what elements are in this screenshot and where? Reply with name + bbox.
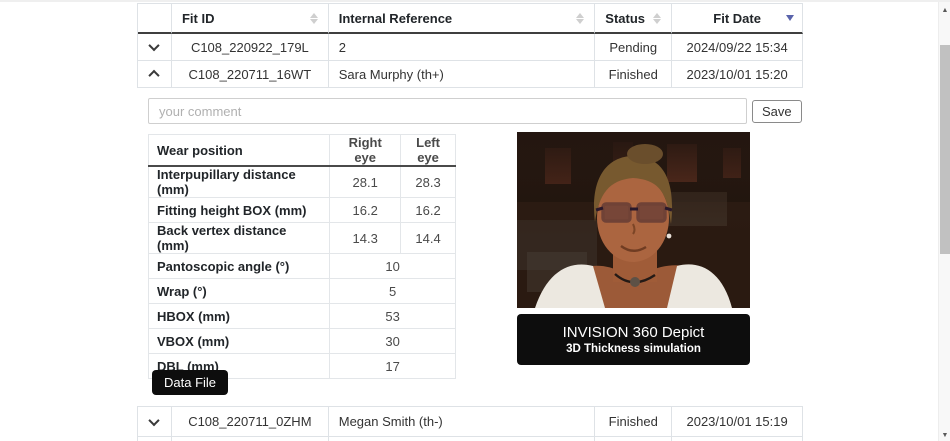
fit-id-cell: C108_220922_179L bbox=[171, 34, 329, 61]
right-eye-value: 16.2 bbox=[329, 197, 402, 223]
fits-table: Fit ID Internal Reference Status Fit Dat… bbox=[137, 3, 803, 441]
status-cell: Finished bbox=[595, 61, 673, 88]
measurement-row: Pantoscopic angle (°) 10 bbox=[147, 253, 456, 279]
column-header-label: Status bbox=[605, 10, 646, 26]
chevron-down-icon[interactable] bbox=[148, 414, 161, 426]
measurement-label: VBOX (mm) bbox=[147, 328, 331, 354]
measurements-table: Wear position Right eye Left eye Interpu… bbox=[147, 134, 456, 379]
expander-column-header bbox=[138, 4, 172, 34]
measurement-row: Interpupillary distance (mm) 28.1 28.3 bbox=[147, 165, 456, 198]
measurement-label: HBOX (mm) bbox=[147, 303, 331, 329]
fit-detail-panel: Save Wear position Right eye Left eye In… bbox=[137, 88, 803, 407]
sort-both-icon[interactable] bbox=[653, 12, 662, 24]
fit-photo bbox=[517, 132, 750, 308]
column-header-internal-reference[interactable]: Internal Reference bbox=[328, 4, 596, 34]
wear-position-header: Wear position bbox=[147, 134, 331, 167]
measurement-row: Wrap (°) 5 bbox=[147, 278, 456, 304]
simulation-subtitle: 3D Thickness simulation bbox=[566, 343, 701, 355]
measurement-row: VBOX (mm) 30 bbox=[147, 328, 456, 354]
status-cell: Pending bbox=[595, 34, 673, 61]
left-eye-header: Left eye bbox=[400, 134, 456, 167]
expander-cell[interactable] bbox=[138, 34, 172, 61]
fit-id-cell: C108_220711_16WT bbox=[171, 61, 329, 88]
measurement-label: Interpupillary distance (mm) bbox=[147, 165, 331, 198]
expander-cell[interactable] bbox=[138, 61, 172, 88]
measurement-label: Wrap (°) bbox=[147, 278, 331, 304]
measurement-row: HBOX (mm) 53 bbox=[147, 303, 456, 329]
table-row[interactable]: C108_220922_179L 2 Pending 2024/09/22 15… bbox=[137, 34, 803, 61]
measurements-header-row: Wear position Right eye Left eye bbox=[147, 134, 456, 167]
fit-date-cell: 2023/10/01 15:19 bbox=[672, 407, 803, 437]
save-button[interactable]: Save bbox=[752, 100, 802, 123]
measurement-value: 5 bbox=[329, 278, 456, 304]
right-eye-value: 28.1 bbox=[329, 165, 402, 198]
table-row-expanded[interactable]: C108_220711_16WT Sara Murphy (th+) Finis… bbox=[137, 61, 803, 88]
chevron-up-icon[interactable] bbox=[148, 69, 161, 82]
measurement-label: Back vertex distance (mm) bbox=[147, 222, 331, 254]
sort-both-icon[interactable] bbox=[576, 12, 585, 24]
measurement-label: Fitting height BOX (mm) bbox=[147, 197, 331, 223]
data-file-button[interactable]: Data File bbox=[152, 370, 229, 395]
column-header-fit-id[interactable]: Fit ID bbox=[171, 4, 329, 34]
left-eye-value: 14.4 bbox=[400, 222, 456, 254]
measurement-value: 53 bbox=[329, 303, 456, 329]
table-row[interactable]: C108_220711_0ZHM Megan Smith (th-) Finis… bbox=[137, 407, 803, 437]
fit-id-cell: C108_220711_0ZHM bbox=[171, 407, 329, 437]
scroll-down-arrow-icon[interactable]: ▼ bbox=[941, 431, 949, 439]
status-cell: Finished bbox=[595, 407, 673, 437]
invision-360-depict-button[interactable]: INVISION 360 Depict 3D Thickness simulat… bbox=[517, 314, 750, 365]
scrollbar-thumb[interactable] bbox=[940, 45, 950, 254]
sort-both-icon[interactable] bbox=[309, 12, 318, 24]
column-header-label: Internal Reference bbox=[338, 10, 453, 26]
column-header-label: Fit ID bbox=[181, 10, 215, 26]
simulation-title: INVISION 360 Depict bbox=[562, 324, 705, 341]
right-eye-header: Right eye bbox=[329, 134, 402, 167]
vertical-scrollbar[interactable]: ▲ ▼ bbox=[938, 2, 950, 441]
left-eye-value: 28.3 bbox=[400, 165, 456, 198]
comment-input[interactable] bbox=[148, 98, 747, 124]
fit-date-cell: 2024/09/22 15:34 bbox=[672, 34, 803, 61]
table-header-row: Fit ID Internal Reference Status Fit Dat… bbox=[137, 3, 803, 34]
left-eye-value: 16.2 bbox=[400, 197, 456, 223]
measurement-row: Fitting height BOX (mm) 16.2 16.2 bbox=[147, 197, 456, 223]
sort-desc-icon[interactable] bbox=[786, 15, 794, 21]
scroll-up-arrow-icon[interactable]: ▲ bbox=[941, 6, 949, 14]
measurement-value: 10 bbox=[329, 253, 456, 279]
measurement-value: 30 bbox=[329, 328, 456, 354]
fit-date-cell: 2023/10/01 15:20 bbox=[672, 61, 803, 88]
table-row-partial bbox=[137, 437, 803, 441]
chevron-down-icon[interactable] bbox=[148, 39, 161, 52]
measurement-value: 17 bbox=[329, 353, 456, 379]
measurement-label: Pantoscopic angle (°) bbox=[147, 253, 331, 279]
column-header-label: Fit Date bbox=[713, 10, 761, 26]
expander-cell[interactable] bbox=[138, 407, 172, 437]
internal-reference-cell: Megan Smith (th-) bbox=[328, 407, 596, 437]
internal-reference-cell: 2 bbox=[328, 34, 596, 61]
column-header-status[interactable]: Status bbox=[595, 4, 673, 34]
measurement-row: Back vertex distance (mm) 14.3 14.4 bbox=[147, 222, 456, 254]
column-header-fit-date[interactable]: Fit Date bbox=[672, 4, 803, 34]
internal-reference-cell: Sara Murphy (th+) bbox=[328, 61, 596, 88]
right-eye-value: 14.3 bbox=[329, 222, 402, 254]
